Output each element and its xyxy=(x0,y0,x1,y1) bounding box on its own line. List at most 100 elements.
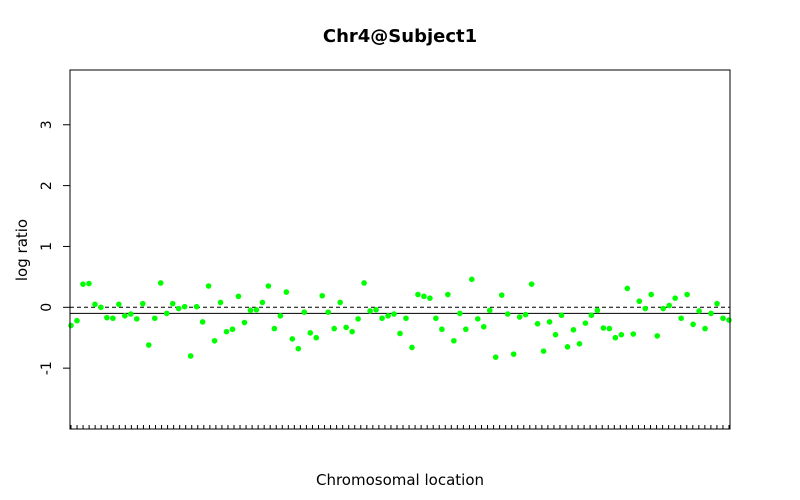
data-point xyxy=(199,319,206,325)
data-point xyxy=(678,315,684,322)
data-point xyxy=(474,316,481,322)
data-point xyxy=(403,315,409,322)
data-point xyxy=(642,305,649,312)
data-point xyxy=(433,315,439,322)
data-point xyxy=(486,307,493,314)
data-point xyxy=(654,333,661,339)
data-point xyxy=(98,304,104,311)
data-point xyxy=(606,325,613,332)
data-point xyxy=(259,299,266,306)
data-point xyxy=(570,327,577,333)
data-point xyxy=(588,312,595,319)
data-point xyxy=(522,311,529,318)
data-point xyxy=(217,299,224,306)
data-point xyxy=(648,291,655,298)
data-point xyxy=(110,315,116,322)
data-point xyxy=(684,291,690,298)
data-point xyxy=(397,330,403,337)
data-point xyxy=(726,317,732,323)
data-point xyxy=(463,326,469,333)
plot-frame xyxy=(69,69,731,430)
data-point xyxy=(116,301,122,308)
data-point xyxy=(295,345,302,352)
data-point xyxy=(445,291,451,298)
data-point xyxy=(660,305,666,312)
data-point xyxy=(427,295,433,301)
data-point xyxy=(480,323,487,330)
data-point xyxy=(690,321,696,328)
data-point xyxy=(600,325,607,331)
data-point xyxy=(510,351,517,357)
data-point xyxy=(235,293,242,300)
data-point xyxy=(552,331,559,338)
y-tick-label: -1 xyxy=(39,361,55,375)
data-point xyxy=(373,306,379,313)
data-point xyxy=(612,334,619,341)
data-point xyxy=(271,325,278,332)
data-point xyxy=(564,344,571,350)
data-point xyxy=(576,341,583,347)
data-point xyxy=(134,316,140,322)
data-point xyxy=(457,310,463,317)
data-point xyxy=(331,325,338,332)
x-axis xyxy=(70,425,730,429)
data-point xyxy=(582,320,589,326)
data-point xyxy=(516,314,523,320)
data-point xyxy=(421,293,427,300)
data-points xyxy=(68,276,732,361)
data-point xyxy=(193,303,200,310)
y-tick-label: 3 xyxy=(39,120,55,129)
data-point xyxy=(409,344,415,351)
data-point xyxy=(169,300,176,307)
data-point xyxy=(528,281,535,287)
data-point xyxy=(361,280,367,286)
data-point xyxy=(68,322,74,329)
data-point xyxy=(355,316,361,322)
data-point xyxy=(211,337,218,344)
data-point xyxy=(546,319,553,325)
data-point xyxy=(720,315,726,322)
data-point xyxy=(283,289,290,295)
data-point xyxy=(265,283,272,289)
data-point xyxy=(319,292,326,299)
data-point xyxy=(540,348,547,354)
data-point xyxy=(205,283,212,289)
data-point xyxy=(498,292,505,298)
data-point xyxy=(86,280,92,287)
data-point xyxy=(307,330,314,336)
data-point xyxy=(104,314,110,321)
data-point xyxy=(439,326,445,333)
data-point xyxy=(145,342,152,348)
data-point xyxy=(618,331,625,338)
data-point xyxy=(672,295,678,301)
chart-title: Chr4@Subject1 xyxy=(323,26,477,47)
data-point xyxy=(349,328,355,335)
data-point xyxy=(696,308,702,314)
data-point xyxy=(636,298,643,305)
data-point xyxy=(451,337,457,344)
data-point xyxy=(229,326,236,333)
data-point xyxy=(666,302,672,309)
data-point xyxy=(301,309,308,315)
data-point xyxy=(139,300,146,307)
data-point xyxy=(313,334,320,341)
y-axis-label: log ratio xyxy=(13,219,31,281)
data-point xyxy=(714,300,720,307)
data-point xyxy=(492,354,499,361)
y-tick-label: 1 xyxy=(39,242,55,251)
data-point xyxy=(277,313,284,319)
data-point xyxy=(241,319,248,326)
data-point xyxy=(385,313,391,319)
data-point xyxy=(92,301,98,308)
data-point xyxy=(247,307,254,314)
data-point xyxy=(181,303,188,310)
data-point xyxy=(122,313,128,319)
data-point xyxy=(157,280,164,286)
data-point xyxy=(391,311,397,317)
data-point xyxy=(624,285,631,292)
data-point xyxy=(289,336,296,342)
data-point xyxy=(379,315,385,322)
data-point xyxy=(80,281,86,287)
data-point xyxy=(702,325,708,332)
